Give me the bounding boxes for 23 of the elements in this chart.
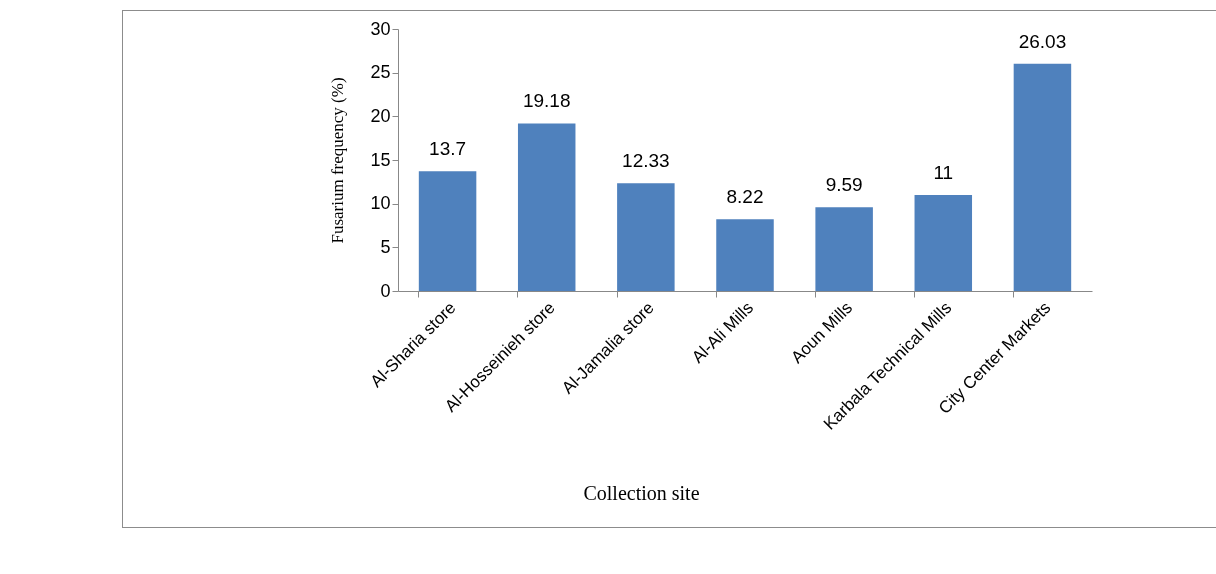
data-label: 9.59 xyxy=(825,174,863,196)
y-tick-label: 30 xyxy=(370,18,391,39)
y-tick-label: 0 xyxy=(380,280,391,301)
data-label: 11 xyxy=(933,161,954,183)
bar xyxy=(418,171,477,291)
y-axis-title: Fusarium frequency (%) xyxy=(327,77,347,244)
y-tick-label: 15 xyxy=(370,149,391,170)
bar xyxy=(914,194,973,291)
bar xyxy=(517,123,576,291)
y-tick-label: 20 xyxy=(370,105,391,126)
bar xyxy=(815,207,873,291)
data-label: 13.7 xyxy=(429,138,467,160)
data-label: 19.18 xyxy=(522,90,571,112)
data-label: 26.03 xyxy=(1018,30,1067,52)
y-tick-label: 25 xyxy=(370,62,391,83)
bar xyxy=(716,219,774,291)
data-label: 12.33 xyxy=(622,150,670,172)
bar xyxy=(617,183,675,291)
y-tick-label: 10 xyxy=(370,193,391,214)
x-axis-title: Collection site xyxy=(583,481,700,504)
bar xyxy=(1013,63,1072,291)
y-tick-label: 5 xyxy=(380,236,391,257)
data-label: 8.22 xyxy=(726,186,764,208)
